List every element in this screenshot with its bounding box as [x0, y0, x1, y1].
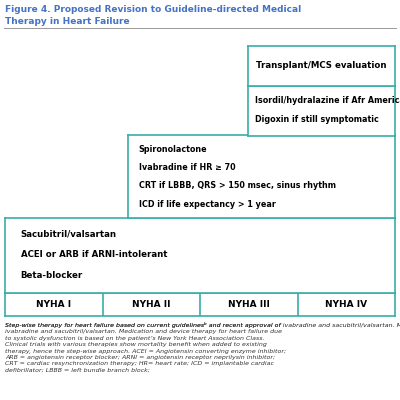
Text: NYHA II: NYHA II [132, 300, 170, 309]
Text: ICD if life expectancy > 1 year: ICD if life expectancy > 1 year [139, 200, 276, 209]
Text: Spironolactone: Spironolactone [139, 145, 207, 154]
Text: Ivabradine if HR ≥ 70: Ivabradine if HR ≥ 70 [139, 163, 235, 172]
Text: ACEI or ARB if ARNI-intolerant: ACEI or ARB if ARNI-intolerant [21, 250, 167, 259]
Text: Step-wise therapy for heart failure based on current guidelinesᵇ and recent appr: Step-wise therapy for heart failure base… [5, 322, 286, 373]
Text: Transplant/MCS evaluation: Transplant/MCS evaluation [256, 62, 387, 70]
Text: Therapy in Heart Failure: Therapy in Heart Failure [5, 17, 130, 26]
Text: Sacubitril/valsartan: Sacubitril/valsartan [21, 229, 117, 238]
Text: NYHA IV: NYHA IV [325, 300, 367, 309]
Text: Digoxin if still symptomatic: Digoxin if still symptomatic [255, 115, 379, 124]
Text: Figure 4. Proposed Revision to Guideline-directed Medical: Figure 4. Proposed Revision to Guideline… [5, 5, 301, 14]
Text: NYHA I: NYHA I [36, 300, 71, 309]
Text: CRT if LBBB, QRS > 150 msec, sinus rhythm: CRT if LBBB, QRS > 150 msec, sinus rhyth… [139, 182, 336, 190]
Text: NYHA III: NYHA III [228, 300, 270, 309]
Text: Beta-blocker: Beta-blocker [21, 271, 83, 280]
Text: Isordil/hydralazine if Afr American: Isordil/hydralazine if Afr American [255, 96, 400, 105]
Text: Step-wise therapy for heart failure based on current guidelinesᵇ and recent appr: Step-wise therapy for heart failure base… [5, 322, 400, 328]
